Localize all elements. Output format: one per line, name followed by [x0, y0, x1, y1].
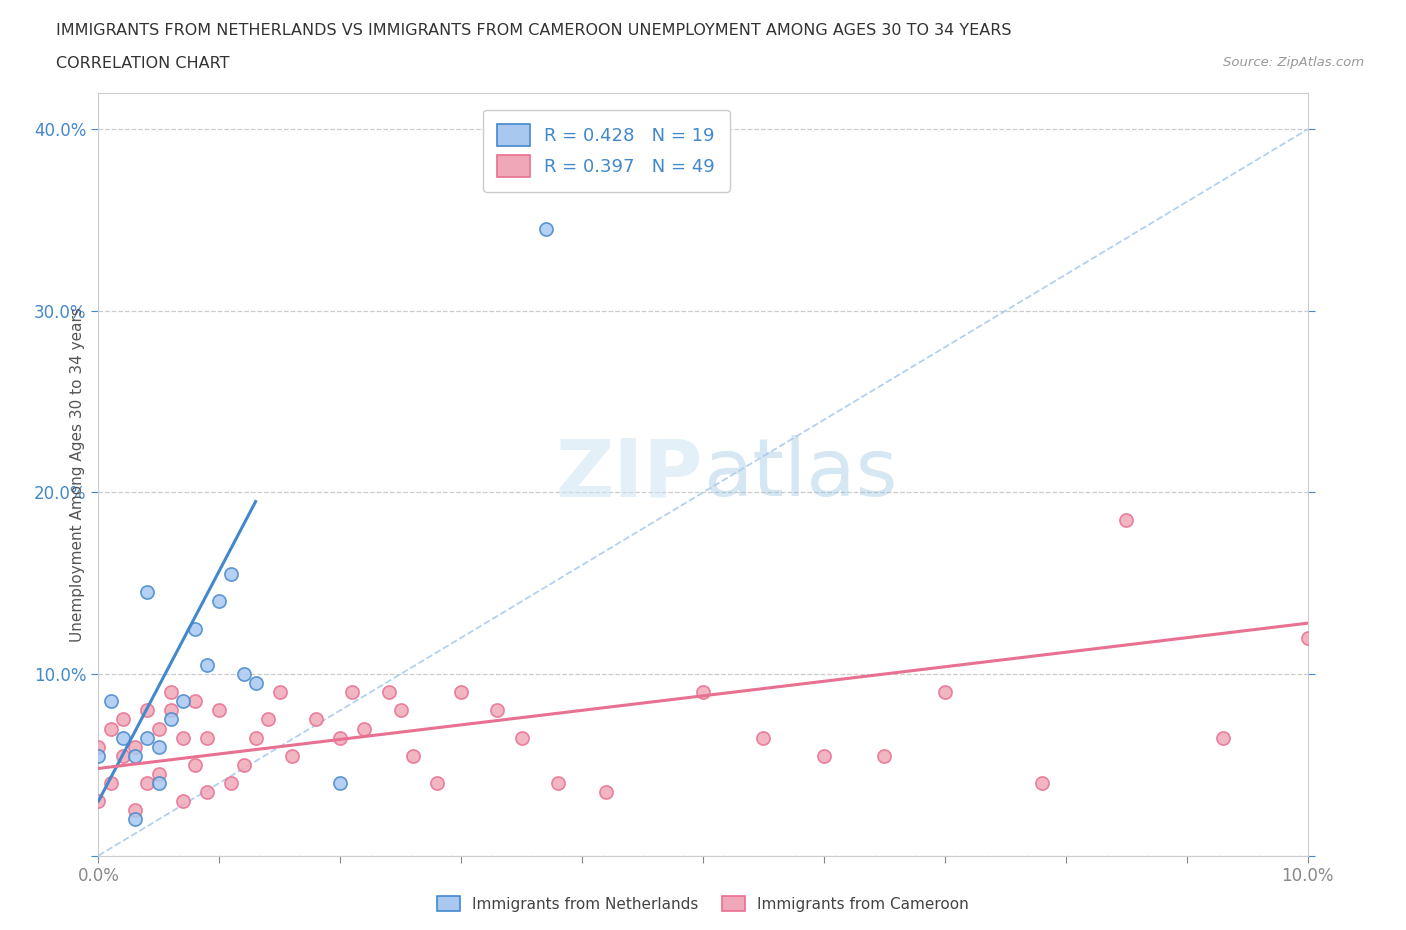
- Point: [353, 721, 375, 736]
- Point: [184, 757, 207, 772]
- Text: Source: ZipAtlas.com: Source: ZipAtlas.com: [1223, 56, 1364, 69]
- Point: [329, 730, 352, 745]
- Y-axis label: Unemployment Among Ages 30 to 34 years: Unemployment Among Ages 30 to 34 years: [69, 307, 84, 642]
- Point: [305, 712, 328, 727]
- Point: [124, 812, 146, 827]
- Point: [377, 684, 399, 699]
- Point: [208, 594, 231, 609]
- Point: [100, 721, 122, 736]
- Point: [111, 749, 134, 764]
- Text: ZIP: ZIP: [555, 435, 703, 513]
- Point: [184, 621, 207, 636]
- Point: [87, 739, 110, 754]
- Point: [100, 776, 122, 790]
- Point: [389, 703, 412, 718]
- Text: IMMIGRANTS FROM NETHERLANDS VS IMMIGRANTS FROM CAMEROON UNEMPLOYMENT AMONG AGES : IMMIGRANTS FROM NETHERLANDS VS IMMIGRANT…: [56, 23, 1012, 38]
- Point: [692, 684, 714, 699]
- Point: [534, 221, 557, 236]
- Point: [87, 749, 110, 764]
- Text: CORRELATION CHART: CORRELATION CHART: [56, 56, 229, 71]
- Legend: Immigrants from Netherlands, Immigrants from Cameroon: Immigrants from Netherlands, Immigrants …: [432, 889, 974, 918]
- Point: [402, 749, 425, 764]
- Point: [450, 684, 472, 699]
- Point: [184, 694, 207, 709]
- Point: [1115, 512, 1137, 527]
- Point: [195, 658, 218, 672]
- Point: [221, 566, 243, 581]
- Point: [1031, 776, 1053, 790]
- Point: [232, 757, 254, 772]
- Point: [195, 785, 218, 800]
- Point: [124, 803, 146, 817]
- Point: [135, 703, 157, 718]
- Point: [426, 776, 449, 790]
- Point: [486, 703, 509, 718]
- Point: [172, 793, 194, 808]
- Point: [100, 694, 122, 709]
- Point: [160, 703, 183, 718]
- Point: [281, 749, 304, 764]
- Point: [160, 712, 183, 727]
- Point: [813, 749, 835, 764]
- Point: [111, 712, 134, 727]
- Point: [160, 684, 183, 699]
- Point: [172, 730, 194, 745]
- Text: atlas: atlas: [703, 435, 897, 513]
- Point: [342, 684, 364, 699]
- Point: [148, 776, 170, 790]
- Point: [752, 730, 775, 745]
- Point: [148, 766, 170, 781]
- Point: [873, 749, 896, 764]
- Point: [124, 739, 146, 754]
- Point: [1212, 730, 1234, 745]
- Point: [135, 585, 157, 600]
- Point: [245, 676, 267, 691]
- Point: [135, 776, 157, 790]
- Point: [269, 684, 291, 699]
- Point: [329, 776, 352, 790]
- Point: [510, 730, 533, 745]
- Point: [547, 776, 569, 790]
- Point: [124, 749, 146, 764]
- Point: [195, 730, 218, 745]
- Point: [1296, 631, 1319, 645]
- Point: [221, 776, 243, 790]
- Point: [934, 684, 956, 699]
- Point: [87, 793, 110, 808]
- Point: [208, 703, 231, 718]
- Point: [256, 712, 278, 727]
- Point: [245, 730, 267, 745]
- Point: [595, 785, 617, 800]
- Point: [148, 739, 170, 754]
- Legend: R = 0.428   N = 19, R = 0.397   N = 49: R = 0.428 N = 19, R = 0.397 N = 49: [484, 110, 730, 192]
- Point: [232, 667, 254, 682]
- Point: [148, 721, 170, 736]
- Point: [111, 730, 134, 745]
- Point: [135, 730, 157, 745]
- Point: [172, 694, 194, 709]
